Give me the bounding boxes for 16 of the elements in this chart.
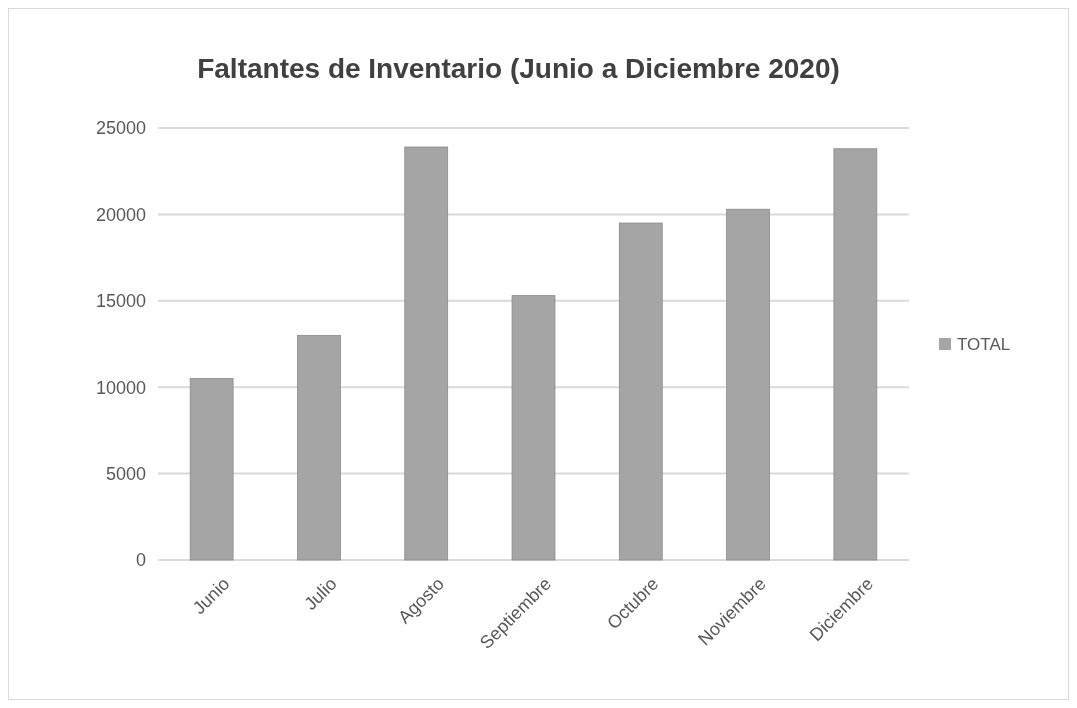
y-tick-label: 0: [135, 550, 146, 571]
bar: [618, 222, 663, 561]
bar: [833, 148, 878, 561]
bar: [404, 146, 449, 561]
y-tick-label: 15000: [95, 291, 146, 312]
y-tick-label: 10000: [95, 377, 146, 398]
x-tick-label: Julio: [300, 573, 341, 614]
y-tick-label: 20000: [95, 204, 146, 225]
y-tick-label: 5000: [105, 463, 146, 484]
chart-title: Faltantes de Inventario (Junio a Diciembre 2020): [197, 53, 840, 84]
bar: [511, 295, 556, 561]
bar: [726, 208, 770, 561]
legend-label: TOTAL: [957, 334, 1011, 354]
bar: [297, 334, 341, 561]
bar: [189, 378, 234, 561]
y-tick-label: 25000: [95, 118, 146, 139]
